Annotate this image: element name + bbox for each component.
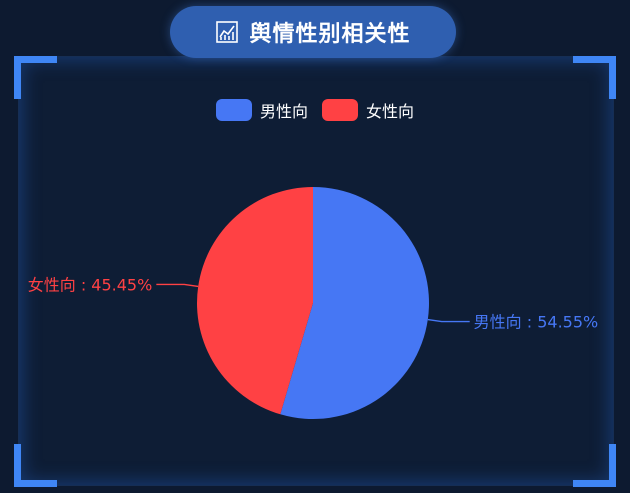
chart-legend: 男性向 女性向 (0, 98, 630, 122)
line-chart-icon (215, 20, 239, 44)
legend-swatch-male (215, 99, 252, 121)
corner-decoration-top-right (573, 56, 616, 99)
corner-decoration-bottom-right (573, 444, 616, 487)
pie-slice-female[interactable] (196, 187, 313, 415)
legend-label-male: 男性向 (259, 102, 308, 121)
leader-line-female (156, 283, 199, 288)
slice-label-male: 男性向 : 54.55% (474, 313, 599, 332)
leader-line-male (427, 318, 470, 323)
pie-slice-male[interactable] (280, 187, 429, 419)
legend-item-male[interactable]: 男性向 (215, 98, 308, 122)
corner-decoration-bottom-left (14, 444, 57, 487)
slice-label-female: 女性向 : 45.45% (28, 275, 153, 294)
corner-decoration-top-left (14, 56, 57, 99)
legend-swatch-female (322, 99, 358, 121)
legend-item-female[interactable]: 女性向 (322, 98, 414, 122)
legend-label-female: 女性向 (366, 102, 415, 121)
chart-title: 舆情性别相关性 (249, 22, 411, 47)
title-banner: 舆情性别相关性 (170, 6, 456, 58)
